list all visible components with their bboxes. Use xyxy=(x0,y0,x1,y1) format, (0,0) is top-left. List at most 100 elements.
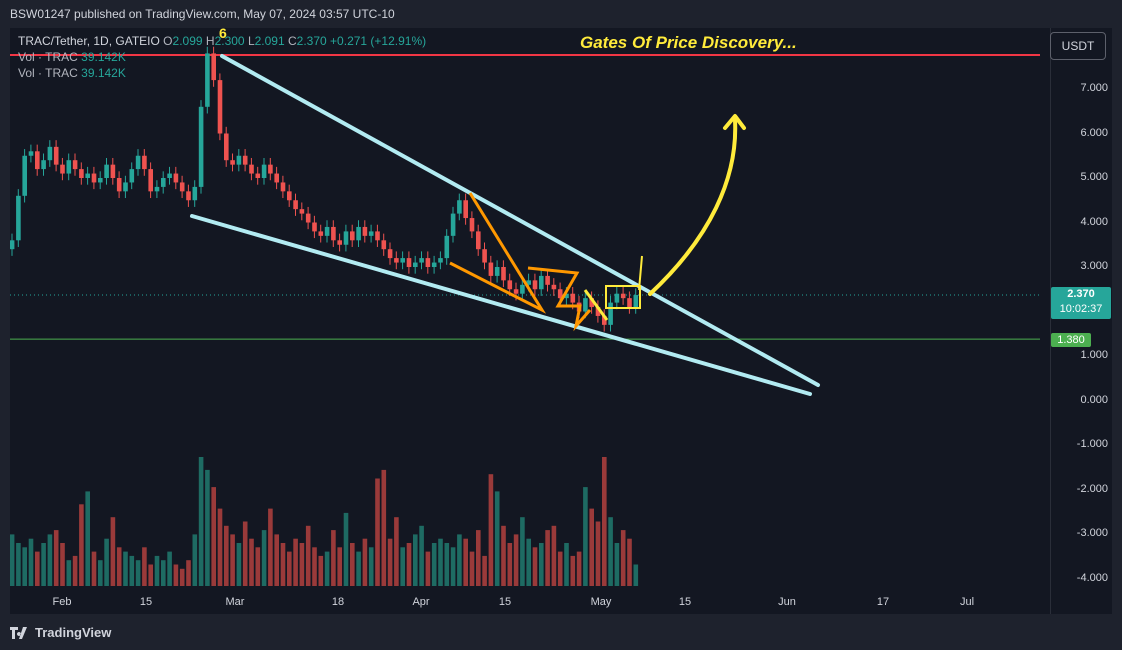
candle-body xyxy=(381,240,387,250)
volume-bar xyxy=(387,538,393,586)
volume-bar xyxy=(419,525,424,586)
support-level-tag: 1.380 xyxy=(1051,333,1091,347)
candle-body xyxy=(614,293,620,303)
candle-body xyxy=(557,289,563,299)
volume-bar xyxy=(507,543,513,586)
ohlc-row: TRAC/Tether, 1D, GATEIO O2.099 H2.300 L2… xyxy=(18,34,427,48)
volume-bar xyxy=(350,543,355,586)
volume-bar xyxy=(406,543,412,586)
volume-bar xyxy=(431,543,437,586)
candle-body xyxy=(28,151,34,156)
candle-body xyxy=(173,173,179,183)
volume-bar xyxy=(47,534,53,586)
candle-body xyxy=(343,231,349,245)
orange-flag-drawing xyxy=(527,266,592,332)
breakout-arrow-head xyxy=(723,114,746,130)
volume-bar xyxy=(85,491,90,586)
volume-bar xyxy=(545,530,550,586)
y-tick-label: -2.000 xyxy=(1076,482,1108,495)
candle-body xyxy=(387,249,393,259)
candle-body xyxy=(98,178,103,183)
candle-body xyxy=(110,164,116,178)
y-tick-label: 1.000 xyxy=(1080,349,1108,361)
candle-body xyxy=(280,182,286,192)
volume-bar xyxy=(60,543,65,586)
volume-bar xyxy=(154,555,160,586)
volume-bar xyxy=(186,560,191,586)
currency-button[interactable]: USDT xyxy=(1050,32,1106,60)
volume-bar xyxy=(280,543,286,586)
volume-bar xyxy=(501,525,506,586)
candle-body xyxy=(35,151,40,170)
candle-body xyxy=(450,213,456,236)
candle-body xyxy=(230,160,235,165)
volume-bar xyxy=(268,508,273,586)
volume-bar xyxy=(41,543,46,586)
candle-body xyxy=(362,226,368,236)
candle-body xyxy=(91,173,97,183)
tradingview-logo[interactable]: TradingView xyxy=(10,625,111,640)
candle-body xyxy=(419,258,424,263)
volume-bar xyxy=(167,551,172,586)
volume-bar xyxy=(576,551,582,586)
candle-body xyxy=(261,164,267,178)
volume-bar xyxy=(129,555,135,586)
candle-body xyxy=(589,298,594,308)
candle-body xyxy=(299,209,305,214)
volume-bar xyxy=(476,530,481,586)
candle-body xyxy=(539,275,544,290)
candle-body xyxy=(431,262,437,267)
candle-body xyxy=(602,315,607,325)
volume-bar xyxy=(539,543,544,586)
volume-bar xyxy=(91,551,97,586)
candle-body xyxy=(249,164,254,174)
top-bar: BSW01247 published on TradingView.com, M… xyxy=(0,0,1122,28)
candle-body xyxy=(520,284,525,294)
volume-bar xyxy=(255,547,261,586)
volume-bar xyxy=(98,560,103,586)
y-tick-label: -4.000 xyxy=(1076,571,1108,584)
candle-body xyxy=(501,267,506,281)
candle-body xyxy=(507,280,513,290)
volume-bar xyxy=(211,487,216,586)
candle-body xyxy=(60,164,65,174)
volume-bar xyxy=(72,555,78,586)
last-price-tag: 2.370 10:02:37 xyxy=(1051,287,1111,319)
candle-body xyxy=(79,169,84,178)
candle-body xyxy=(129,169,135,183)
candle-body xyxy=(66,160,72,174)
candle-body xyxy=(198,106,204,187)
x-tick-label: 15 xyxy=(678,596,692,608)
volume-bar xyxy=(293,538,298,586)
candle-body xyxy=(293,200,298,210)
volume-row: Vol · TRAC 39.142K xyxy=(18,50,126,64)
candle-body xyxy=(413,262,418,267)
candle-body xyxy=(154,186,160,192)
candle-body xyxy=(10,240,15,250)
volume-bar xyxy=(116,547,122,586)
volume-value-2: 39.142K xyxy=(81,66,126,80)
candle-body xyxy=(564,293,569,299)
price-chart[interactable] xyxy=(10,28,1112,614)
symbol-label[interactable]: TRAC/Tether, 1D, GATEIO xyxy=(18,34,160,48)
candle-body xyxy=(287,191,292,201)
candle-body xyxy=(22,155,27,196)
price-scale[interactable] xyxy=(1050,28,1112,614)
candle-body xyxy=(463,200,468,219)
x-tick-label: Mar xyxy=(225,596,245,608)
candle-body xyxy=(444,235,450,259)
candle-body xyxy=(627,298,632,308)
volume-bar xyxy=(173,564,179,586)
volume-bar xyxy=(482,555,487,586)
volume-bar xyxy=(299,543,305,586)
volume-bar xyxy=(627,538,632,586)
candle-body xyxy=(186,191,191,201)
volume-bar xyxy=(242,521,248,586)
volume-bar xyxy=(589,508,594,586)
candle-body xyxy=(356,226,361,241)
volume-bar xyxy=(425,551,431,586)
open-value: 2.099 xyxy=(172,34,203,48)
chart-panel[interactable]: TRAC/Tether, 1D, GATEIO O2.099 H2.300 L2… xyxy=(10,28,1112,614)
yellow-break-line xyxy=(638,255,643,291)
volume-bar xyxy=(375,478,380,586)
